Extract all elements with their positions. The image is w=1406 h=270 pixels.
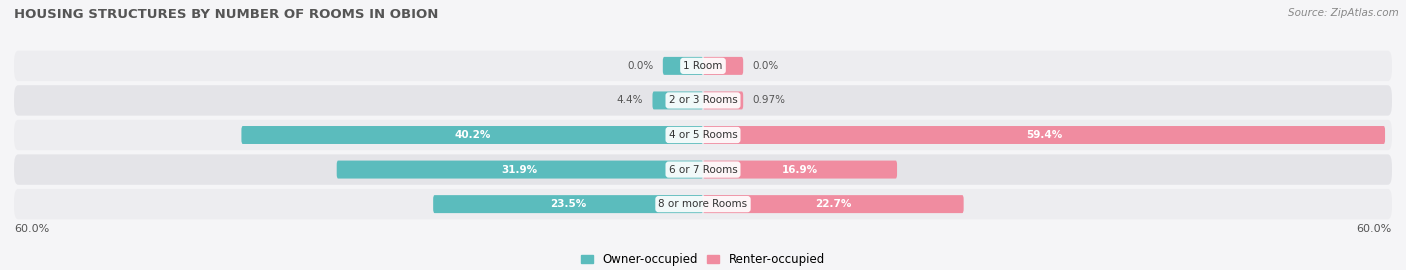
Text: 31.9%: 31.9% (502, 164, 538, 175)
FancyBboxPatch shape (703, 161, 897, 178)
FancyBboxPatch shape (14, 189, 1392, 219)
FancyBboxPatch shape (14, 120, 1392, 150)
Text: Source: ZipAtlas.com: Source: ZipAtlas.com (1288, 8, 1399, 18)
Text: 40.2%: 40.2% (454, 130, 491, 140)
FancyBboxPatch shape (703, 57, 744, 75)
FancyBboxPatch shape (703, 126, 1385, 144)
Text: 16.9%: 16.9% (782, 164, 818, 175)
FancyBboxPatch shape (652, 92, 703, 109)
Text: 0.0%: 0.0% (752, 61, 779, 71)
Text: 23.5%: 23.5% (550, 199, 586, 209)
Text: HOUSING STRUCTURES BY NUMBER OF ROOMS IN OBION: HOUSING STRUCTURES BY NUMBER OF ROOMS IN… (14, 8, 439, 21)
Text: 0.97%: 0.97% (752, 95, 786, 106)
Text: 4 or 5 Rooms: 4 or 5 Rooms (669, 130, 737, 140)
Text: 59.4%: 59.4% (1026, 130, 1062, 140)
Text: 60.0%: 60.0% (14, 224, 49, 234)
Text: 1 Room: 1 Room (683, 61, 723, 71)
FancyBboxPatch shape (242, 126, 703, 144)
Text: 8 or more Rooms: 8 or more Rooms (658, 199, 748, 209)
Text: 60.0%: 60.0% (1357, 224, 1392, 234)
Text: 0.0%: 0.0% (627, 61, 654, 71)
FancyBboxPatch shape (703, 92, 744, 109)
FancyBboxPatch shape (14, 51, 1392, 81)
Text: 22.7%: 22.7% (815, 199, 852, 209)
Text: 4.4%: 4.4% (617, 95, 644, 106)
FancyBboxPatch shape (14, 85, 1392, 116)
FancyBboxPatch shape (336, 161, 703, 178)
FancyBboxPatch shape (662, 57, 703, 75)
Legend: Owner-occupied, Renter-occupied: Owner-occupied, Renter-occupied (576, 248, 830, 270)
FancyBboxPatch shape (14, 154, 1392, 185)
FancyBboxPatch shape (703, 195, 963, 213)
Text: 2 or 3 Rooms: 2 or 3 Rooms (669, 95, 737, 106)
FancyBboxPatch shape (433, 195, 703, 213)
Text: 6 or 7 Rooms: 6 or 7 Rooms (669, 164, 737, 175)
